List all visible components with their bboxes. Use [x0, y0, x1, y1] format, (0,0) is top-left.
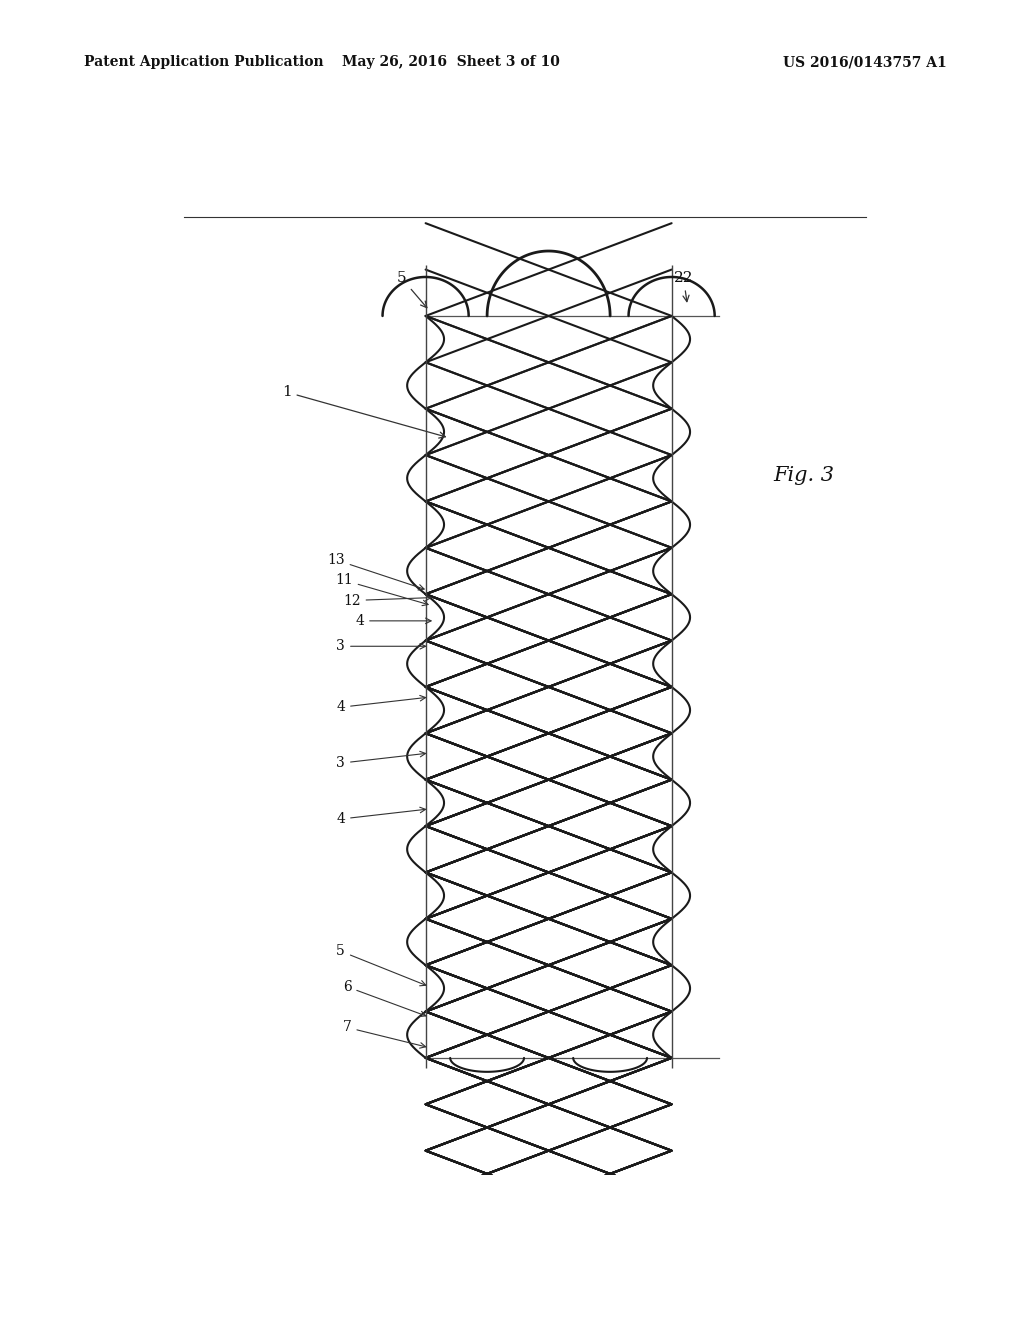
- Text: 4: 4: [355, 614, 431, 628]
- Text: 4: 4: [336, 808, 426, 826]
- Text: Fig. 3: Fig. 3: [773, 466, 835, 484]
- Text: 7: 7: [343, 1020, 426, 1048]
- Text: 11: 11: [335, 573, 428, 606]
- Text: 3: 3: [336, 751, 426, 770]
- Text: 13: 13: [327, 553, 424, 590]
- Text: May 26, 2016  Sheet 3 of 10: May 26, 2016 Sheet 3 of 10: [342, 55, 559, 70]
- Text: 5: 5: [397, 272, 427, 308]
- Text: 6: 6: [343, 979, 426, 1016]
- Text: Patent Application Publication: Patent Application Publication: [84, 55, 324, 70]
- Text: 5: 5: [336, 944, 426, 986]
- Text: 22: 22: [674, 272, 693, 302]
- Text: 4: 4: [336, 696, 426, 714]
- Text: 3: 3: [336, 639, 426, 653]
- Text: US 2016/0143757 A1: US 2016/0143757 A1: [783, 55, 947, 70]
- Text: 12: 12: [343, 594, 431, 607]
- Text: 1: 1: [282, 385, 445, 438]
